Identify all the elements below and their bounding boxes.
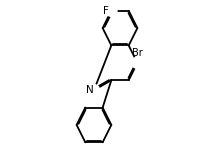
Circle shape bbox=[132, 57, 143, 68]
Text: F: F bbox=[103, 6, 109, 16]
Circle shape bbox=[106, 5, 117, 16]
Text: Br: Br bbox=[132, 48, 143, 58]
Text: N: N bbox=[86, 85, 94, 95]
Circle shape bbox=[88, 85, 100, 96]
